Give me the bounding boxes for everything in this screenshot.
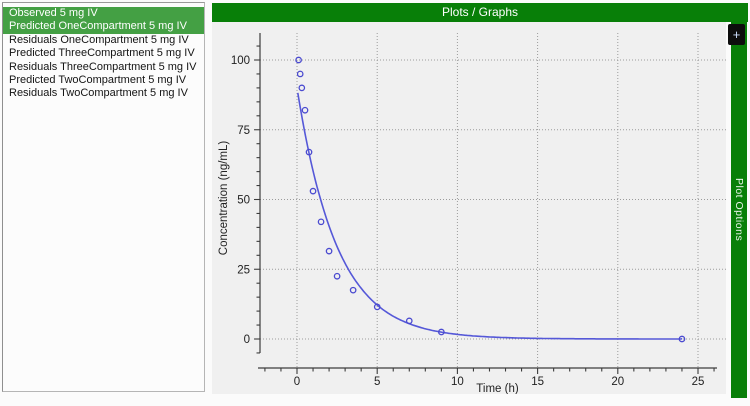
x-axis-label: Time (h) xyxy=(476,383,519,394)
x-tick-label: 20 xyxy=(611,376,624,388)
list-item[interactable]: Observed 5 mg IV xyxy=(3,7,204,21)
plots-graphs-header: Plots / Graphs xyxy=(212,3,748,22)
plot-options-tab-label: Plot Options xyxy=(733,178,745,242)
add-plot-button[interactable]: + xyxy=(728,24,745,45)
observed-point xyxy=(325,247,333,255)
observed-point xyxy=(309,187,317,195)
observed-point xyxy=(317,218,325,226)
x-tick-label: 10 xyxy=(451,376,464,388)
observed-point xyxy=(296,70,304,78)
list-item[interactable]: Predicted ThreeCompartment 5 mg IV xyxy=(9,47,195,60)
x-tick-label: 15 xyxy=(531,376,544,388)
plots-graphs-title: Plots / Graphs xyxy=(441,5,519,19)
y-tick-label: 0 xyxy=(244,334,250,346)
plot-list: Observed 5 mg IV Predicted OneCompartment… xyxy=(3,7,204,101)
observed-point xyxy=(301,106,309,114)
predicted-curve xyxy=(297,92,683,340)
y-tick-label: 75 xyxy=(237,125,250,137)
y-tick-label: 50 xyxy=(237,195,250,207)
observed-point xyxy=(438,328,445,336)
observed-point xyxy=(678,335,686,343)
list-item[interactable]: Predicted OneCompartment 5 mg IV xyxy=(3,20,204,34)
observed-point xyxy=(333,272,341,280)
y-tick-label: 25 xyxy=(237,264,250,276)
observed-point xyxy=(373,303,381,311)
list-item[interactable]: Residuals OneCompartment 5 mg IV xyxy=(9,33,189,46)
observed-point xyxy=(349,286,357,294)
list-item[interactable]: Residuals ThreeCompartment 5 mg IV xyxy=(9,60,197,73)
list-item[interactable]: Predicted TwoCompartment 5 mg IV xyxy=(9,73,187,86)
plot-area: 0 5 10 15 20 25 0 25 50 75 100 Time (h) Concentratio… xyxy=(212,22,726,395)
list-item[interactable]: Residuals TwoCompartment 5 mg IV xyxy=(9,87,188,100)
observed-point xyxy=(295,56,302,64)
y-tick-label: 100 xyxy=(231,55,250,67)
plot-list-panel: Observed 5 mg IV Predicted OneCompartment… xyxy=(2,2,205,392)
y-axis-label: Concentration (ng/mL) xyxy=(218,141,230,256)
observed-point xyxy=(305,148,313,156)
x-tick-label: 5 xyxy=(374,376,380,388)
x-tick-label: 25 xyxy=(692,376,705,388)
plot-options-tab[interactable]: Plot Options xyxy=(731,22,747,398)
observed-point xyxy=(298,84,306,92)
x-tick-label: 0 xyxy=(294,376,300,388)
concentration-time-chart[interactable]: 0 5 10 15 20 25 0 25 50 75 100 Time (h) Concentratio… xyxy=(212,22,726,395)
observed-point xyxy=(405,317,413,325)
